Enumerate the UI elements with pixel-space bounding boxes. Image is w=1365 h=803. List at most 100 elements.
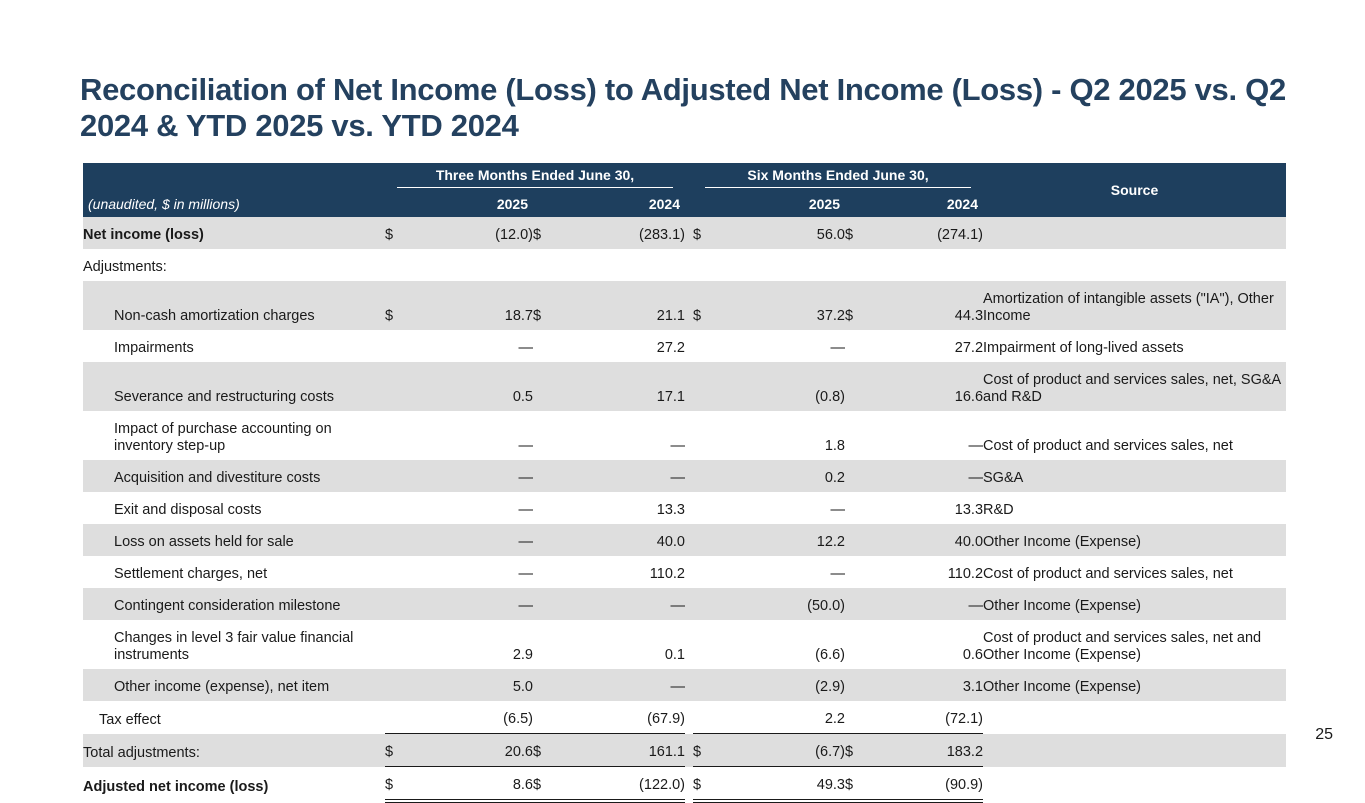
column-gap bbox=[685, 524, 693, 556]
column-gap bbox=[685, 767, 693, 802]
dollar-sign: $ bbox=[385, 217, 405, 249]
dollar-sign: $ bbox=[845, 281, 865, 330]
row-label: Changes in level 3 fair value financial … bbox=[114, 630, 354, 663]
value-ytd-2025 bbox=[713, 249, 845, 281]
value-q2-2025 bbox=[405, 249, 533, 281]
value-ytd-2024: 16.6 bbox=[865, 362, 984, 411]
value-ytd-2025: — bbox=[830, 340, 846, 356]
dollar-sign bbox=[693, 556, 713, 588]
column-gap bbox=[685, 556, 693, 588]
dollar-sign: $ bbox=[693, 281, 713, 330]
dollar-sign: $ bbox=[385, 766, 405, 803]
dollar-sign bbox=[845, 362, 865, 411]
value-q2-2025: — bbox=[405, 588, 533, 620]
value-q2-2025: — bbox=[405, 524, 533, 556]
value-q2-2025: 8.6 bbox=[405, 766, 533, 803]
dollar-sign bbox=[693, 249, 713, 281]
row-label: Exit and disposal costs bbox=[114, 502, 262, 518]
year-header: 2024 bbox=[845, 191, 984, 217]
value-q2-2024: 27.2 bbox=[656, 340, 685, 356]
row-label: Severance and restructuring costs bbox=[83, 362, 385, 411]
source-header: Source bbox=[983, 163, 1287, 217]
dollar-sign bbox=[845, 588, 865, 620]
source-cell: Other Income (Expense) bbox=[983, 588, 1287, 620]
value-q2-2025: — bbox=[518, 340, 534, 356]
dollar-sign: $ bbox=[693, 766, 713, 803]
table-row: Impairments —27.2—27.2 Impairment of long-… bbox=[83, 330, 1286, 362]
dollar-sign bbox=[385, 249, 405, 281]
table-row: Settlement charges, net —110.2—110.2 Cost … bbox=[83, 556, 1286, 588]
value-q2-2025: — bbox=[518, 438, 534, 454]
dollar-sign bbox=[385, 620, 405, 669]
dollar-sign: $ bbox=[845, 766, 865, 803]
dollar-sign bbox=[693, 524, 713, 556]
column-gap bbox=[685, 281, 693, 330]
table-row: Acquisition and divestiture costs — —0.2— S… bbox=[83, 460, 1287, 492]
dollar-sign bbox=[693, 669, 713, 701]
source-cell: Cost of product and services sales, net bbox=[983, 566, 1233, 582]
source-cell bbox=[983, 217, 1287, 249]
value-ytd-2025: (6.6) bbox=[815, 647, 845, 663]
page-title: Reconciliation of Net Income (Loss) to A… bbox=[80, 72, 1286, 143]
source-cell: Amortization of intangible assets ("IA")… bbox=[983, 281, 1287, 330]
column-gap bbox=[685, 492, 693, 524]
dollar-sign bbox=[845, 460, 865, 492]
dollar-sign bbox=[533, 524, 553, 556]
value-q2-2024: — bbox=[553, 460, 685, 492]
value-q2-2024: 161.1 bbox=[553, 733, 685, 767]
table-header: Three Months Ended June 30, Six Months E… bbox=[83, 163, 1287, 217]
value-ytd-2024: — bbox=[865, 588, 984, 620]
value-q2-2025: (12.0) bbox=[405, 217, 533, 249]
dollar-sign bbox=[385, 669, 405, 701]
value-q2-2025: 18.7 bbox=[405, 281, 533, 330]
dollar-sign: $ bbox=[533, 733, 553, 767]
source-cell bbox=[983, 249, 1286, 281]
value-ytd-2024: 110.2 bbox=[947, 566, 984, 582]
source-cell bbox=[983, 701, 1286, 734]
dollar-sign bbox=[385, 588, 405, 620]
column-gap bbox=[685, 411, 693, 460]
column-gap bbox=[685, 362, 693, 411]
dollar-sign bbox=[845, 556, 865, 588]
table-row: Severance and restructuring costs 0.5 17.1… bbox=[83, 362, 1287, 411]
dollar-sign bbox=[693, 362, 713, 411]
table-row: Tax effect (6.5) (67.9) 2.2 (72.1) bbox=[83, 701, 1286, 734]
value-q2-2024: 21.1 bbox=[553, 281, 685, 330]
value-ytd-2024: 44.3 bbox=[865, 281, 984, 330]
value-ytd-2024: 183.2 bbox=[865, 733, 984, 767]
value-q2-2024: (67.9) bbox=[647, 711, 685, 727]
column-gap bbox=[685, 669, 693, 701]
dollar-sign bbox=[845, 701, 865, 734]
value-q2-2024: 110.2 bbox=[649, 566, 685, 582]
value-q2-2024: 40.0 bbox=[553, 524, 685, 556]
value-ytd-2024: (72.1) bbox=[945, 711, 984, 727]
value-q2-2025: — bbox=[518, 502, 534, 518]
dollar-sign bbox=[533, 620, 553, 669]
value-ytd-2025: 12.2 bbox=[713, 524, 845, 556]
dollar-sign bbox=[385, 460, 405, 492]
value-q2-2025: — bbox=[518, 566, 534, 582]
source-cell: Other Income (Expense) bbox=[983, 524, 1287, 556]
column-gap bbox=[685, 460, 693, 492]
group-header-six-months: Six Months Ended June 30, bbox=[693, 163, 984, 191]
column-gap bbox=[685, 733, 693, 767]
table-row: Non-cash amortization charges $18.7 $21.1 $… bbox=[83, 281, 1287, 330]
source-cell: Cost of product and services sales, net bbox=[983, 438, 1233, 454]
table-row: Exit and disposal costs —13.3—13.3 R&D bbox=[83, 492, 1286, 524]
row-label: Tax effect bbox=[99, 711, 161, 728]
value-q2-2024 bbox=[553, 249, 685, 281]
value-ytd-2025: — bbox=[830, 566, 846, 582]
dollar-sign bbox=[693, 330, 713, 362]
column-gap bbox=[685, 620, 693, 669]
dollar-sign bbox=[693, 492, 713, 524]
value-ytd-2025: (50.0) bbox=[713, 588, 845, 620]
dollar-sign bbox=[533, 330, 553, 362]
table-row: Changes in level 3 fair value financial … bbox=[83, 620, 1286, 669]
row-label: Net income (loss) bbox=[83, 217, 385, 249]
value-q2-2025: 0.5 bbox=[405, 362, 533, 411]
year-header: 2024 bbox=[533, 191, 685, 217]
dollar-sign bbox=[385, 701, 405, 734]
value-ytd-2025: — bbox=[830, 502, 846, 518]
row-label: Non-cash amortization charges bbox=[83, 281, 385, 330]
dollar-sign bbox=[533, 249, 553, 281]
